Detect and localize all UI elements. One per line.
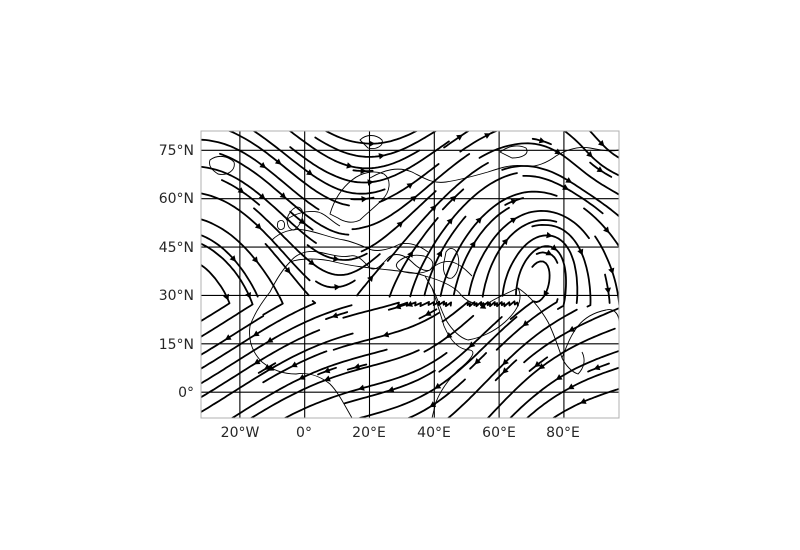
- streamline-arrow: [284, 266, 291, 274]
- streamline-arrow: [378, 153, 385, 160]
- streamline-arrow: [279, 192, 287, 199]
- lat-label-equator: 0°: [178, 385, 194, 401]
- streamline-arrow: [567, 383, 575, 390]
- streamline-arrow: [534, 361, 541, 368]
- streamline-arrow: [604, 287, 611, 294]
- streamline-arrow: [475, 217, 482, 224]
- streamline-arrow: [469, 241, 476, 248]
- streamline-arrow: [608, 267, 615, 275]
- streamline-arrow: [430, 205, 437, 212]
- coastline-arctic: [369, 147, 619, 183]
- streamline-arrow: [468, 341, 476, 348]
- streamline-arrow: [565, 177, 573, 183]
- lat-label-15n: 15°N: [159, 337, 194, 353]
- streamline-arrow: [445, 332, 453, 339]
- streamline-arrow: [538, 363, 546, 370]
- streamline-arrow: [323, 367, 331, 374]
- streamline-arrow: [577, 248, 584, 256]
- coastline-india: [517, 287, 619, 375]
- streamline-arrow: [353, 363, 361, 370]
- streamline-arrow: [484, 133, 491, 139]
- streamline-arrow: [298, 374, 306, 380]
- streamline-arrow: [407, 250, 414, 258]
- streamline-arrow: [306, 169, 313, 176]
- streamline-arrow: [406, 182, 414, 189]
- longitude-labels: 20°W 0° 20°E 40°E 60°E 80°E: [221, 425, 580, 441]
- lat-label-75n: 75°N: [159, 143, 194, 159]
- streamline-arrow: [237, 187, 245, 194]
- lat-label-60n: 60°N: [159, 191, 194, 207]
- streamline-arrow: [251, 256, 259, 264]
- streamline-arrow: [406, 300, 413, 307]
- streamline-arrow: [324, 375, 331, 382]
- lon-label-20w: 20°W: [221, 425, 260, 441]
- lon-label-20e: 20°E: [352, 425, 386, 441]
- streamline-arrow: [394, 303, 402, 310]
- streamline-arrow: [258, 193, 266, 200]
- lat-label-30n: 30°N: [159, 288, 194, 304]
- streamline-arrow: [396, 221, 404, 228]
- lon-label-80e: 80°E: [546, 425, 580, 441]
- streamline-arrow: [436, 250, 442, 258]
- streamline-arrow: [229, 255, 236, 262]
- streamline-arrow: [334, 284, 341, 291]
- streamline-arrow: [446, 217, 453, 225]
- lon-label-0: 0°: [296, 425, 312, 441]
- streamline-arrow: [263, 364, 271, 370]
- coastline-caspian: [443, 248, 460, 279]
- latitude-labels: 75°N 60°N 45°N 30°N 15°N 0°: [159, 143, 194, 401]
- streamline-arrow: [502, 358, 509, 366]
- streamline-arrow: [474, 358, 481, 365]
- streamline-arrow: [586, 151, 593, 158]
- streamline-arrow: [290, 361, 298, 368]
- streamline-arrow: [510, 217, 517, 224]
- streamline-arrow: [331, 312, 339, 319]
- streamline-arrow: [224, 334, 232, 341]
- streamline-arrow: [456, 134, 463, 141]
- streamline-arrow: [254, 223, 262, 230]
- streamline-arrow: [434, 382, 442, 389]
- streamline-arrow: [510, 198, 518, 205]
- streamline-arrow: [479, 302, 487, 309]
- streamline-arrow: [579, 398, 587, 404]
- streamline-arrow: [424, 310, 432, 316]
- streamline-arrow: [252, 330, 260, 337]
- streamline-arrow: [546, 231, 553, 239]
- lat-label-45n: 45°N: [159, 240, 194, 256]
- streamline-arrow: [387, 386, 395, 393]
- streamline-arrow: [568, 325, 576, 332]
- streamline-arrow: [308, 259, 315, 266]
- lon-label-60e: 60°E: [482, 425, 516, 441]
- streamline-arrow: [596, 166, 604, 173]
- streamline-arrow: [298, 218, 306, 225]
- streamline-arrow: [333, 255, 340, 262]
- streamline-arrow: [554, 148, 562, 155]
- streamline-arrow: [598, 140, 605, 147]
- streamline-arrow: [382, 331, 390, 338]
- streamline-arrow: [522, 320, 530, 327]
- streamline-arrow: [346, 162, 353, 169]
- streamline-arrow: [369, 140, 376, 147]
- coastline-black-sea: [395, 254, 434, 274]
- streamline-arrow: [266, 336, 274, 343]
- plot-frame: [200, 130, 620, 419]
- streamline-arrow: [367, 275, 374, 282]
- streamline-arrow: [274, 158, 282, 165]
- streamline-arrow: [502, 367, 509, 374]
- streamline-arrow: [538, 137, 546, 144]
- streamline-arrow: [501, 238, 509, 246]
- streamline-arrow: [593, 364, 601, 371]
- streamline-arrow: [360, 167, 367, 175]
- lon-label-40e: 40°E: [417, 425, 451, 441]
- streamline-arrow: [555, 374, 563, 380]
- streamline-arrow: [253, 358, 261, 365]
- coastline-africa: [249, 258, 474, 418]
- streamline-arrow: [358, 384, 365, 391]
- gridlines: [201, 131, 619, 418]
- streamline-arrow: [259, 162, 267, 169]
- streamline-arrow: [603, 226, 610, 234]
- streamline-arrow: [545, 249, 553, 256]
